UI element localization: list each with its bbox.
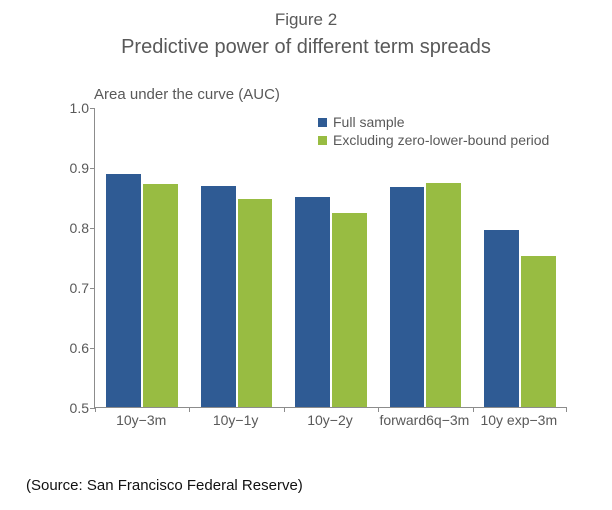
x-tick-label: 10y−3m <box>116 412 166 428</box>
bar <box>332 213 367 407</box>
bars-layer <box>95 108 566 407</box>
legend-item: Excluding zero-lower-bound period <box>318 132 549 148</box>
legend-item: Full sample <box>318 114 549 130</box>
legend: Full sample Excluding zero-lower-bound pe… <box>318 114 549 150</box>
y-tick-label: 0.5 <box>49 400 95 416</box>
x-tick-label: 10y exp−3m <box>480 412 557 428</box>
legend-swatch <box>318 136 327 145</box>
legend-label: Full sample <box>333 114 405 130</box>
y-tick-label: 1.0 <box>49 100 95 116</box>
x-tick-label: 10y−2y <box>307 412 353 428</box>
figure-container: Figure 2 Predictive power of different t… <box>0 0 612 510</box>
chart-area: Area under the curve (AUC) 0.50.60.70.80… <box>50 86 570 458</box>
figure-label: Figure 2 <box>0 0 612 30</box>
bar <box>106 174 141 407</box>
plot-area: 0.50.60.70.80.91.0 <box>94 108 566 408</box>
bar <box>521 256 556 407</box>
y-axis-title: Area under the curve (AUC) <box>94 86 280 103</box>
x-tick-label: 10y−1y <box>213 412 259 428</box>
y-tick-label: 0.8 <box>49 220 95 236</box>
y-tick-label: 0.6 <box>49 340 95 356</box>
bar <box>390 187 425 407</box>
legend-label: Excluding zero-lower-bound period <box>333 132 549 148</box>
bar <box>238 199 273 407</box>
bar <box>143 184 178 407</box>
bar <box>295 197 330 407</box>
y-tick-label: 0.9 <box>49 160 95 176</box>
bar <box>201 186 236 407</box>
x-axis-labels: 10y−3m 10y−1y 10y−2y forward6q−3m 10y exp−3m <box>94 412 566 432</box>
bar <box>484 230 519 407</box>
bar <box>426 183 461 407</box>
figure-title: Predictive power of different term sprea… <box>0 30 612 59</box>
x-tick-mark <box>566 407 567 412</box>
y-tick-label: 0.7 <box>49 280 95 296</box>
source-attribution: (Source: San Francisco Federal Reserve) <box>26 477 303 494</box>
x-tick-label: forward6q−3m <box>379 412 469 428</box>
legend-swatch <box>318 118 327 127</box>
